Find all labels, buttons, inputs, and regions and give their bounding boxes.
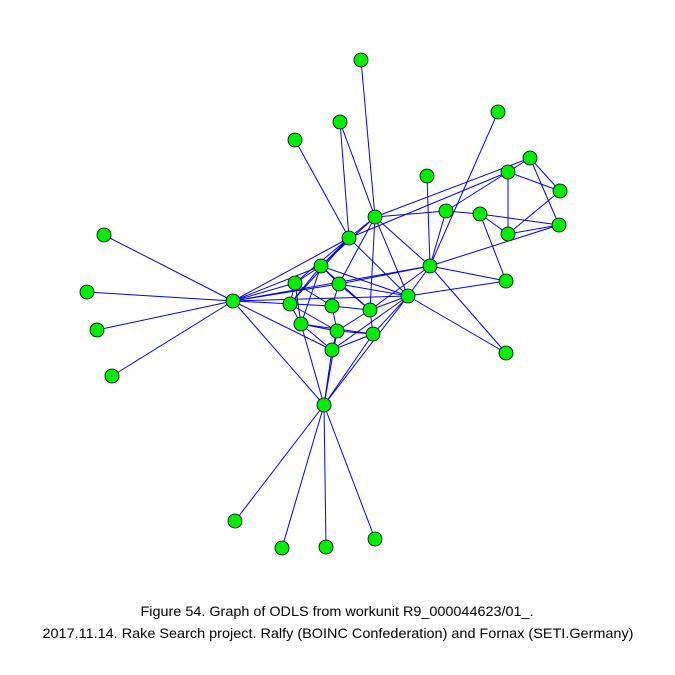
node	[274, 540, 290, 556]
node	[282, 296, 298, 312]
edge	[529, 157, 560, 226]
edge	[360, 59, 376, 218]
edge	[374, 216, 431, 267]
edge	[103, 234, 234, 302]
edge	[445, 171, 509, 212]
node	[89, 322, 105, 338]
caption-line: Figure 54. Graph of ODLS from workunit R…	[141, 603, 534, 619]
edge	[507, 190, 561, 235]
node	[438, 203, 454, 219]
node	[367, 209, 383, 225]
node	[552, 183, 568, 199]
edge	[96, 300, 234, 331]
edge	[339, 121, 350, 239]
edge	[374, 210, 447, 218]
edge	[479, 213, 507, 282]
edge	[300, 323, 325, 406]
edges	[86, 59, 561, 549]
node	[472, 206, 488, 222]
edge	[232, 265, 322, 302]
edge	[348, 171, 509, 239]
edge	[348, 237, 409, 297]
node	[329, 323, 345, 339]
caption-line: 2017.11.14. Rake Search project. Ralfy (…	[43, 625, 634, 641]
edge	[323, 349, 333, 406]
node	[498, 273, 514, 289]
node	[287, 132, 303, 148]
node	[287, 275, 303, 291]
edge	[232, 300, 333, 307]
edge	[429, 210, 447, 267]
edge	[479, 213, 560, 226]
edge	[232, 282, 296, 302]
node	[324, 342, 340, 358]
edge	[232, 265, 431, 302]
edge	[232, 300, 325, 406]
edge	[234, 404, 325, 522]
node	[318, 539, 334, 555]
edge	[232, 300, 333, 351]
edge	[320, 265, 409, 297]
node	[96, 227, 112, 243]
node	[551, 217, 567, 233]
edge	[289, 303, 338, 332]
edge	[289, 265, 322, 305]
node	[419, 168, 435, 184]
edge	[338, 216, 376, 285]
edge	[339, 121, 376, 218]
node	[500, 226, 516, 242]
node	[324, 298, 340, 314]
edge	[429, 111, 499, 267]
edge	[281, 404, 325, 549]
edge	[429, 224, 560, 267]
node	[332, 114, 348, 130]
node	[362, 302, 378, 318]
edge	[323, 333, 374, 406]
node	[79, 284, 95, 300]
edge	[407, 280, 507, 297]
edge	[374, 216, 409, 297]
node	[365, 326, 381, 342]
edge	[232, 237, 350, 302]
node	[498, 345, 514, 361]
edge	[372, 295, 409, 335]
node	[341, 230, 357, 246]
edge	[86, 291, 234, 302]
edge	[300, 265, 322, 325]
node	[313, 258, 329, 274]
nodes	[79, 52, 568, 556]
node	[227, 513, 243, 529]
edge	[294, 139, 350, 239]
edge	[338, 265, 431, 285]
node	[104, 368, 120, 384]
node	[500, 164, 516, 180]
edge	[529, 157, 561, 192]
node	[353, 52, 369, 68]
edge	[507, 224, 560, 235]
edge	[111, 300, 234, 377]
node	[331, 276, 347, 292]
edge	[331, 295, 409, 351]
edge	[429, 265, 507, 282]
edge	[323, 404, 327, 548]
node	[316, 397, 332, 413]
node	[422, 258, 438, 274]
edge	[426, 175, 431, 267]
edge	[323, 295, 409, 406]
edge	[369, 265, 431, 311]
node	[293, 316, 309, 332]
edge	[323, 404, 376, 540]
edge	[507, 171, 561, 192]
edge	[407, 295, 507, 354]
node	[522, 150, 538, 166]
node	[400, 288, 416, 304]
node	[225, 293, 241, 309]
node	[367, 531, 383, 547]
edge	[369, 216, 376, 311]
node	[490, 104, 506, 120]
edge	[338, 283, 409, 297]
edge	[429, 265, 507, 354]
